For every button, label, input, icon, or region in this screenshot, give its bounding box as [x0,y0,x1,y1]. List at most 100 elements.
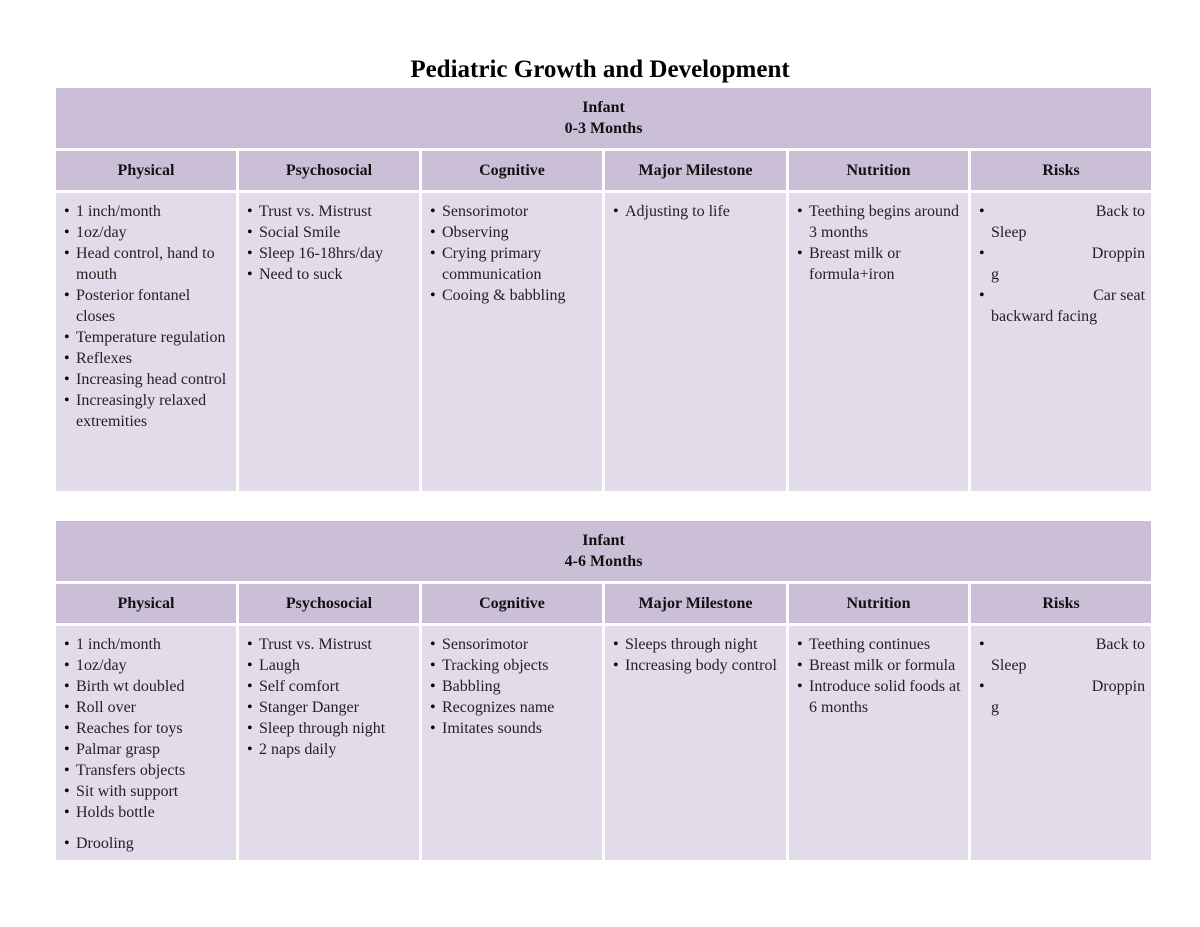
bullet-list: SensorimotorObservingCrying primary comm… [428,201,596,306]
risk-text: Car seat [1093,287,1146,304]
risk-text-continued: backward facing [991,308,1098,325]
list-item: Sit with support [62,781,230,802]
list-item: Droppin g [977,243,1145,285]
list-item: Increasingly relaxed extremities [62,390,230,432]
risk-text: Back to [1095,203,1146,220]
list-item: Posterior fontanel closes [62,285,230,327]
column-header-psychosocial: Psychosocial [239,151,419,190]
column-header-nutrition: Nutrition [789,151,968,190]
list-item: Self comfort [245,676,413,697]
column-header-cognitive: Cognitive [422,584,602,623]
risk-text: Droppin [1091,678,1146,695]
list-item: Adjusting to life [611,201,780,222]
list-item: Droppin g [977,676,1145,718]
cell-psychosocial: Trust vs. MistrustSocial SmileSleep 16-1… [239,193,419,491]
list-item: Head control, hand to mouth [62,243,230,285]
cell-cognitive: SensorimotorObservingCrying primary comm… [422,193,602,491]
list-item: Birth wt doubled [62,676,230,697]
cell-major-milestone: Sleeps through nightIncreasing body cont… [605,626,786,860]
list-item: Introduce solid foods at 6 months [795,676,962,718]
list-item: Transfers objects [62,760,230,781]
column-header-physical: Physical [56,584,236,623]
section-table-4-6-months: Infant 4-6 Months Physical Psychosocial … [53,518,1154,863]
list-item: Social Smile [245,222,413,243]
bullet-list: Trust vs. MistrustSocial SmileSleep 16-1… [245,201,413,285]
section-header: Infant 0-3 Months [56,88,1152,148]
risk-text: Droppin [1091,245,1146,262]
list-item: Need to suck [245,264,413,285]
list-item: 2 naps daily [245,739,413,760]
list-item: 1oz/day [62,655,230,676]
risk-text-continued: Sleep [991,657,1027,674]
list-item: Back to Sleep [977,201,1145,243]
list-item: Cooing & babbling [428,285,596,306]
column-header-physical: Physical [56,151,236,190]
list-item: Trust vs. Mistrust [245,634,413,655]
bullet-list: SensorimotorTracking objectsBabblingReco… [428,634,596,739]
stage-label: Infant [582,99,625,116]
bullet-list: 1 inch/month1oz/dayHead control, hand to… [62,201,230,432]
column-header-major-milestone: Major Milestone [605,584,786,623]
list-item: Increasing head control [62,369,230,390]
bullet-list: Trust vs. MistrustLaughSelf comfortStang… [245,634,413,760]
list-item: Car seat backward facing [977,285,1145,327]
list-item: Roll over [62,697,230,718]
column-header-nutrition: Nutrition [789,584,968,623]
list-item: Breast milk or formula [795,655,962,676]
cell-physical: 1 inch/month1oz/dayBirth wt doubledRoll … [56,626,236,860]
bullet-list: Back to Sleep Droppin g Car seat backward fac… [977,201,1145,327]
cell-nutrition: Teething continuesBreast milk or formula… [789,626,968,860]
bullet-list: Adjusting to life [611,201,780,222]
risk-first-line: Droppin [991,243,1145,264]
risk-text-continued: g [991,699,999,716]
list-item: Trust vs. Mistrust [245,201,413,222]
bullet-list: 1 inch/month1oz/dayBirth wt doubledRoll … [62,634,230,854]
section-header: Infant 4-6 Months [56,521,1152,581]
risk-first-line: Car seat [991,285,1145,306]
list-item: 1 inch/month [62,201,230,222]
bullet-list: Teething continuesBreast milk or formula… [795,634,962,718]
list-item: Holds bottle [62,802,230,823]
column-header-major-milestone: Major Milestone [605,151,786,190]
list-item: Teething begins around 3 months [795,201,962,243]
list-item: Sleep through night [245,718,413,739]
cell-nutrition: Teething begins around 3 monthsBreast mi… [789,193,968,491]
stage-label: Infant [582,532,625,549]
list-item: Sensorimotor [428,201,596,222]
cell-risks: Back to Sleep Droppin g [971,626,1152,860]
list-item: Reaches for toys [62,718,230,739]
list-item: Increasing body control [611,655,780,676]
cell-risks: Back to Sleep Droppin g Car seat backward fac… [971,193,1152,491]
section-table-0-3-months: Infant 0-3 Months Physical Psychosocial … [53,85,1154,494]
bullet-list: Sleeps through nightIncreasing body cont… [611,634,780,676]
bullet-list: Back to Sleep Droppin g [977,634,1145,718]
list-item: 1 inch/month [62,634,230,655]
column-header-psychosocial: Psychosocial [239,584,419,623]
cell-psychosocial: Trust vs. MistrustLaughSelf comfortStang… [239,626,419,860]
cell-cognitive: SensorimotorTracking objectsBabblingReco… [422,626,602,860]
list-item: Breast milk or formula+iron [795,243,962,285]
list-item: Tracking objects [428,655,596,676]
list-item: Observing [428,222,596,243]
age-range-label: 4-6 Months [564,553,643,570]
list-item: Temperature regulation [62,327,230,348]
list-item: Reflexes [62,348,230,369]
list-item: Recognizes name [428,697,596,718]
list-item: Babbling [428,676,596,697]
age-range-label: 0-3 Months [564,120,643,137]
list-item: Laugh [245,655,413,676]
column-header-risks: Risks [971,151,1152,190]
list-item: Teething continues [795,634,962,655]
list-item: Crying primary communication [428,243,596,285]
list-item: 1oz/day [62,222,230,243]
risk-first-line: Droppin [991,676,1145,697]
risk-text: Back to [1095,636,1146,653]
column-header-cognitive: Cognitive [422,151,602,190]
cell-physical: 1 inch/month1oz/dayHead control, hand to… [56,193,236,491]
list-item: Stanger Danger [245,697,413,718]
column-header-risks: Risks [971,584,1152,623]
list-item: Palmar grasp [62,739,230,760]
risk-first-line: Back to [991,634,1145,655]
page-title: Pediatric Growth and Development [410,56,790,83]
